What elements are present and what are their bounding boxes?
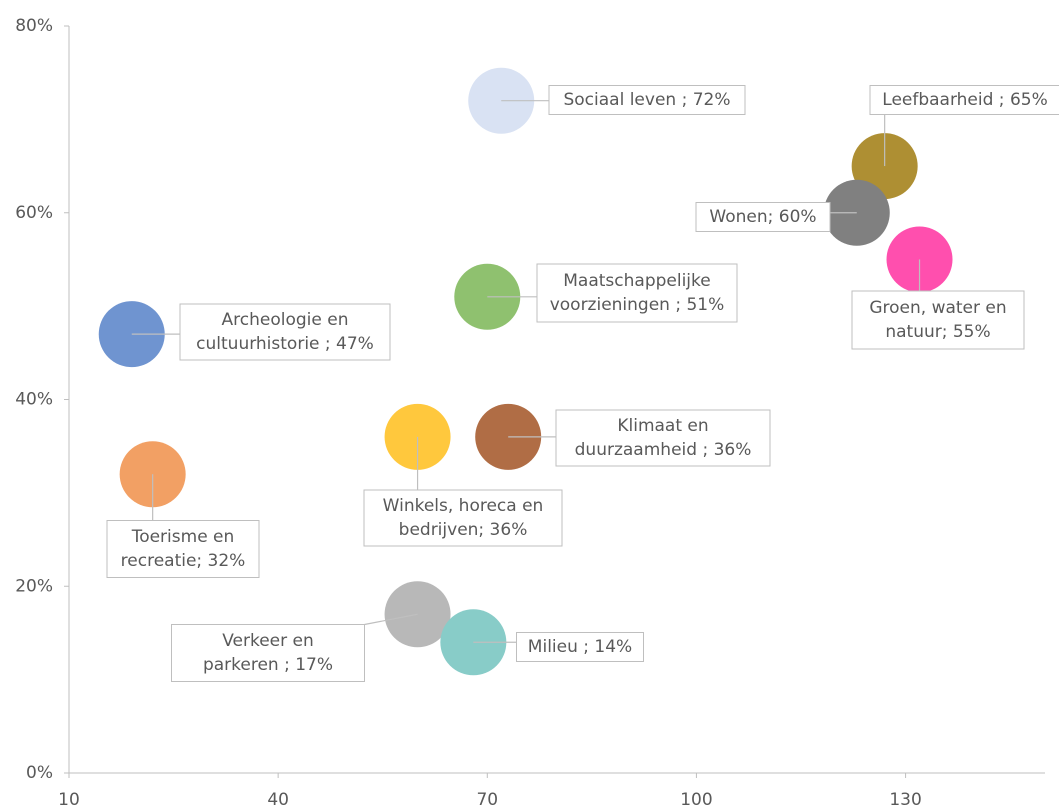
data-label: bedrijven; 36%	[399, 520, 528, 540]
data-label: natuur; 55%	[885, 322, 990, 342]
label-box	[869, 85, 1059, 115]
data-label: recreatie; 32%	[121, 551, 246, 571]
data-label: parkeren ; 17%	[203, 655, 333, 675]
data-label: Leefbaarheid ; 65%	[882, 90, 1047, 110]
label-box	[695, 202, 831, 232]
x-tick-label: 70	[476, 790, 498, 808]
data-label: Toerisme en	[131, 527, 235, 547]
callout-line	[364, 613, 418, 626]
y-tick-label: 40%	[15, 390, 53, 410]
y-tick-label: 60%	[15, 203, 53, 223]
data-label: Wonen; 60%	[709, 207, 816, 227]
data-label: duurzaamheid ; 36%	[575, 440, 752, 460]
data-label: Winkels, horeca en	[383, 496, 544, 516]
y-tick-label: 0%	[26, 763, 53, 783]
label-box	[555, 409, 771, 467]
label-box	[536, 263, 738, 323]
label-box	[179, 303, 391, 361]
x-tick-label: 10	[58, 790, 80, 808]
label-box	[171, 624, 365, 682]
x-tick-label: 130	[889, 790, 921, 808]
data-label: Verkeer en	[222, 631, 314, 651]
data-label: voorzieningen ; 51%	[550, 295, 725, 315]
data-label: Sociaal leven ; 72%	[563, 90, 730, 110]
data-label: Milieu ; 14%	[528, 637, 632, 657]
x-tick-label: 100	[680, 790, 712, 808]
data-label: cultuurhistorie ; 47%	[196, 334, 374, 354]
data-label: Maatschappelijke	[563, 271, 710, 291]
label-box	[363, 489, 563, 547]
y-tick-label: 80%	[15, 16, 53, 36]
data-label: Groen, water en	[869, 298, 1006, 318]
x-tick-label: 40	[267, 790, 289, 808]
data-label: Archeologie en	[222, 310, 349, 330]
data-label: Klimaat en	[617, 416, 708, 436]
y-tick-label: 20%	[15, 576, 53, 596]
label-box	[106, 520, 260, 578]
label-box	[851, 290, 1025, 350]
label-box	[548, 85, 746, 115]
label-box	[516, 632, 644, 662]
